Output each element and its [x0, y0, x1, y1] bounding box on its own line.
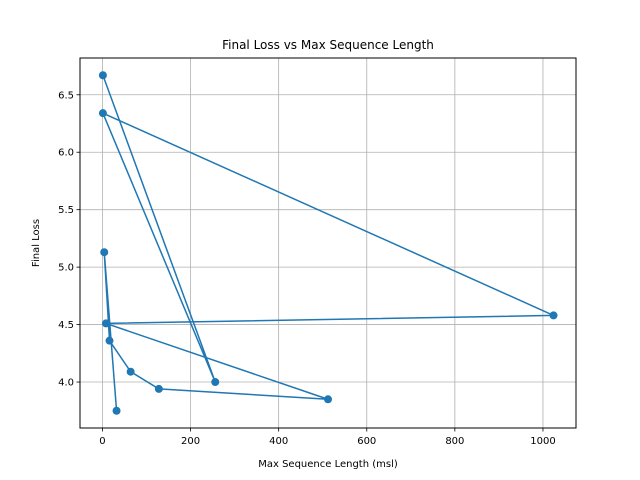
data-point	[154, 384, 163, 393]
data-point	[549, 311, 558, 320]
y-tick-label: 4.5	[58, 320, 74, 331]
x-axis: 0 200 400 600 800 1000	[99, 428, 556, 447]
data-point	[112, 406, 121, 415]
x-tick-label: 0	[99, 436, 105, 447]
x-tick-label: 200	[181, 436, 200, 447]
data-point	[98, 109, 107, 118]
series-layer	[98, 71, 558, 415]
y-tick-label: 6.5	[58, 90, 74, 101]
axes-frame	[79, 57, 577, 429]
data-point	[324, 395, 332, 404]
chart-title: Final Loss vs Max Sequence Length	[222, 38, 434, 52]
y-axis-label: Final Loss	[31, 219, 42, 267]
x-tick-label: 600	[357, 436, 376, 447]
data-point	[100, 248, 109, 257]
grid	[80, 58, 576, 428]
y-tick-label: 5.0	[58, 263, 74, 274]
data-point	[105, 336, 114, 345]
y-axis: 4.0 4.5 5.0 5.5 6.0 6.5	[58, 90, 80, 389]
x-tick-label: 400	[269, 436, 288, 447]
y-tick-label: 4.0	[58, 378, 74, 389]
x-tick-label: 800	[445, 436, 464, 447]
y-tick-label: 5.5	[58, 205, 74, 216]
x-tick-label: 1000	[530, 436, 555, 447]
y-tick-label: 6.0	[58, 148, 74, 159]
data-point	[101, 319, 110, 328]
data-point	[98, 71, 107, 80]
x-axis-label: Max Sequence Length (msl)	[258, 459, 398, 470]
data-point	[211, 378, 220, 387]
data-point	[126, 367, 135, 376]
